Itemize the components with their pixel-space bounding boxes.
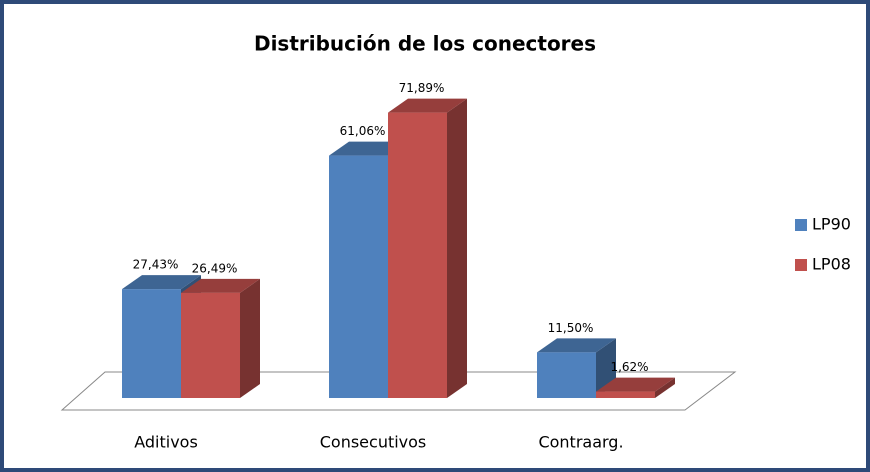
bar bbox=[122, 289, 181, 398]
legend-label: LP90 bbox=[812, 215, 851, 234]
bar-side bbox=[240, 278, 260, 398]
data-label: 61,06% bbox=[340, 124, 386, 138]
bar-top bbox=[181, 278, 260, 293]
bar bbox=[388, 112, 447, 398]
legend-swatch bbox=[795, 259, 807, 271]
bar-top bbox=[537, 338, 616, 353]
bar bbox=[596, 391, 655, 398]
bar bbox=[329, 155, 388, 398]
data-label: 11,50% bbox=[548, 321, 594, 335]
bar bbox=[537, 352, 596, 398]
data-label: 1,62% bbox=[610, 360, 648, 374]
chart-title: Distribución de los conectores bbox=[254, 32, 596, 56]
x-tick-label: Contraarg. bbox=[538, 433, 623, 452]
bar-top bbox=[122, 275, 201, 290]
x-tick-label: Aditivos bbox=[134, 433, 198, 452]
x-tick-label: Consecutivos bbox=[320, 433, 427, 452]
bar bbox=[181, 292, 240, 398]
data-label: 71,89% bbox=[399, 81, 445, 95]
legend-label: LP08 bbox=[812, 255, 851, 274]
bar-side bbox=[655, 377, 675, 398]
legend-swatch bbox=[795, 219, 807, 231]
bar-top bbox=[596, 377, 675, 392]
bar-side bbox=[447, 98, 467, 398]
data-label: 27,43% bbox=[133, 258, 179, 272]
data-label: 26,49% bbox=[192, 261, 238, 275]
bar-top bbox=[388, 98, 467, 113]
